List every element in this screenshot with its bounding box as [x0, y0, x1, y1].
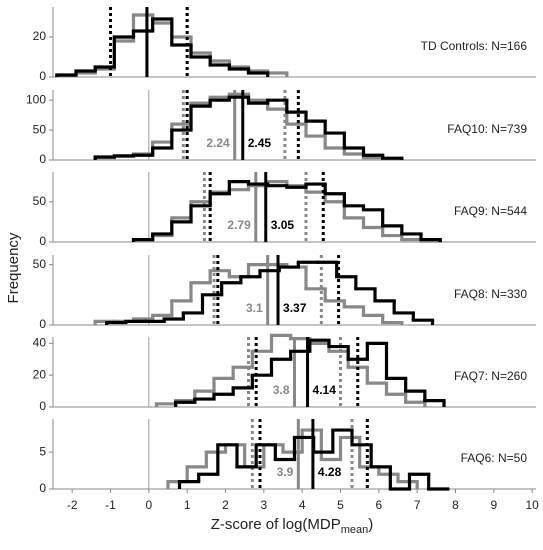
x-axis-label-end: ) — [368, 516, 373, 533]
mean-label: 2.45 — [248, 136, 272, 150]
x-tick-label: 7 — [414, 498, 421, 512]
x-tick-label: 1 — [184, 498, 191, 512]
panel-label: FAQ9: N=544 — [454, 204, 527, 218]
x-tick-label: -2 — [67, 498, 78, 512]
y-tick-label: 100 — [26, 92, 46, 106]
y-tick-label: 5 — [39, 444, 46, 458]
mean-label: 4.14 — [313, 383, 337, 397]
mean-label: 3.9 — [277, 465, 294, 479]
mean-label: 2.79 — [227, 218, 251, 232]
x-tick-label: 3 — [260, 498, 267, 512]
y-tick-label: 0 — [39, 399, 46, 413]
mean-label: 4.28 — [318, 465, 342, 479]
mean-label: 2.24 — [206, 136, 230, 150]
x-axis-label-sub: mean — [341, 524, 369, 536]
y-tick-label: 0 — [39, 481, 46, 495]
y-axis-label: Frequency — [5, 232, 22, 303]
y-tick-label: 0 — [39, 234, 46, 248]
panel-label: TD Controls: N=166 — [421, 39, 528, 53]
x-axis-label-main: Z-score of log(MDP — [211, 516, 341, 533]
mean-label: 3.05 — [271, 218, 295, 232]
mean-label: 3.1 — [246, 301, 263, 315]
x-axis-label: Z-score of log(MDPmean) — [211, 516, 374, 536]
x-tick-label: 0 — [145, 498, 152, 512]
y-tick-label: 50 — [33, 194, 47, 208]
y-tick-label: 0 — [39, 69, 46, 83]
y-tick-label: 20 — [33, 29, 47, 43]
x-tick-label: 2 — [222, 498, 229, 512]
mean-label: 3.8 — [273, 383, 290, 397]
panel-label: FAQ8: N=330 — [454, 287, 527, 301]
x-tick-label: 6 — [375, 498, 382, 512]
x-tick-label: -1 — [105, 498, 116, 512]
x-tick-label: 8 — [452, 498, 459, 512]
panel-label: FAQ7: N=260 — [454, 369, 527, 383]
y-tick-label: 40 — [33, 336, 47, 350]
y-tick-label: 0 — [39, 152, 46, 166]
y-tick-label: 20 — [33, 367, 47, 381]
y-tick-label: 0 — [39, 317, 46, 331]
panel-label: FAQ10: N=739 — [447, 122, 527, 136]
panel-label: FAQ6: N=50 — [461, 451, 528, 465]
x-tick-label: 10 — [525, 498, 539, 512]
y-tick-label: 50 — [33, 257, 47, 271]
x-tick-label: 5 — [337, 498, 344, 512]
x-tick-label: 4 — [299, 498, 306, 512]
y-tick-label: 50 — [33, 122, 47, 136]
mean-label: 3.37 — [283, 301, 307, 315]
x-tick-label: 9 — [490, 498, 497, 512]
